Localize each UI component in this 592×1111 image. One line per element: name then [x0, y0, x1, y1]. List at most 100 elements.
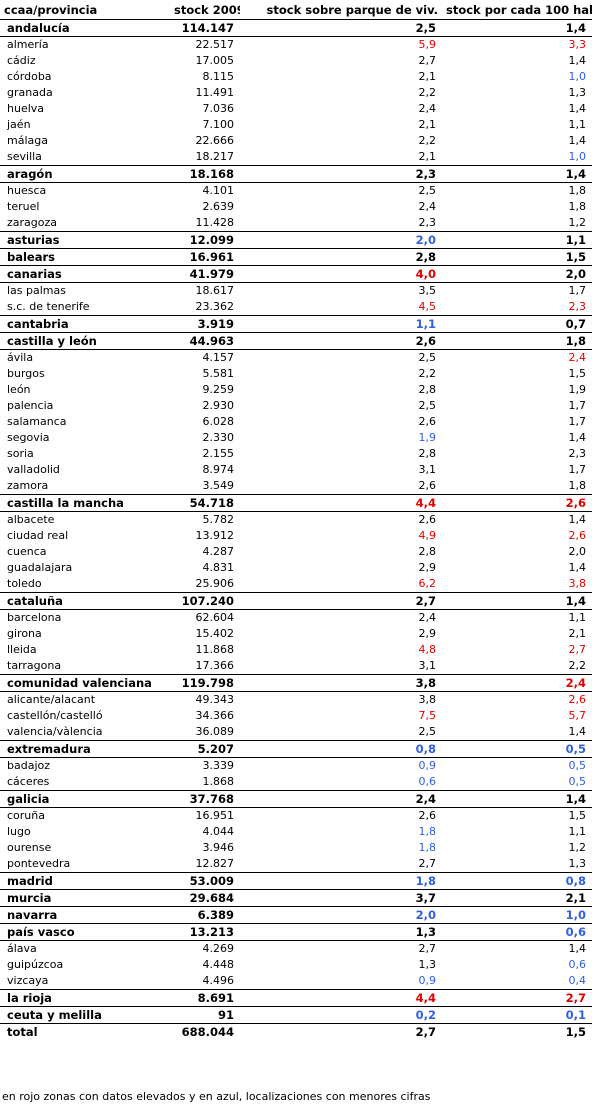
cell-name: burgos: [7, 367, 45, 380]
cell-name: canarias: [0, 265, 170, 283]
cell-stock-hab: 3,8: [568, 577, 587, 590]
cell-name: huelva: [7, 102, 45, 115]
cell-stock-parque: 0,8: [240, 740, 442, 758]
cell-stock-hab: 3,3: [568, 38, 587, 51]
province-row: s.c. de tenerife 23.362 4,5 2,3: [0, 299, 592, 316]
cell-stock: 41.979: [170, 265, 240, 283]
province-row: soria 2.155 2,8 2,3: [0, 446, 592, 462]
cell-name: ourense: [7, 841, 52, 854]
province-row: segovia 2.330 1,9 1,4: [0, 430, 592, 446]
cell-stock-parque: 1,9: [418, 431, 437, 444]
cell-stock: 49.343: [195, 693, 235, 706]
region-row: extremadura 5.207 0,8 0,5: [0, 740, 592, 758]
cell-name: murcia: [0, 889, 170, 907]
region-row: cataluña 107.240 2,7 1,4: [0, 592, 592, 610]
cell-name: balears: [0, 248, 170, 266]
cell-name: guadalajara: [7, 561, 73, 574]
cell-name: asturias: [0, 231, 170, 249]
cell-stock-parque: 1,1: [240, 315, 442, 333]
cell-stock-parque: 2,9: [418, 561, 437, 574]
cell-stock: 5.581: [202, 367, 235, 380]
cell-stock-hab: 1,3: [568, 857, 587, 870]
region-row: castilla y león 44.963 2,6 1,8: [0, 332, 592, 350]
cell-stock-parque: 2,9: [418, 627, 437, 640]
province-row: las palmas 18.617 3,5 1,7: [0, 283, 592, 300]
cell-stock: 7.036: [202, 102, 235, 115]
cell-stock-parque: 1,8: [418, 841, 437, 854]
province-row: cádiz 17.005 2,7 1,4: [0, 53, 592, 69]
cell-stock-parque: 0,9: [418, 974, 437, 987]
cell-stock-hab: 1,0: [568, 70, 587, 83]
cell-stock-hab: 1,7: [568, 415, 587, 428]
cell-stock-parque: 2,7: [418, 54, 437, 67]
cell-stock: 11.428: [195, 216, 235, 229]
cell-stock-hab: 1,7: [568, 463, 587, 476]
province-row: zaragoza 11.428 2,3 1,2: [0, 215, 592, 232]
province-row: tarragona 17.366 3,1 2,2: [0, 658, 592, 675]
province-row: jaén 7.100 2,1 1,1: [0, 117, 592, 133]
cell-stock-hab: 1,7: [568, 399, 587, 412]
cell-stock: 6.389: [170, 906, 240, 924]
cell-stock-parque: 4,8: [418, 643, 437, 656]
province-row: salamanca 6.028 2,6 1,7: [0, 414, 592, 430]
header-row: ccaa/provincia stock 2009 stock sobre pa…: [0, 0, 592, 20]
cell-stock-parque: 2,5: [418, 725, 437, 738]
cell-stock-hab: 1,2: [568, 216, 587, 229]
cell-name: extremadura: [0, 740, 170, 758]
cell-stock: 17.366: [195, 659, 235, 672]
province-row: cáceres 1.868 0,6 0,5: [0, 774, 592, 791]
cell-stock-parque: 2,6: [418, 479, 437, 492]
cell-stock: 3.946: [202, 841, 235, 854]
cell-name: barcelona: [7, 611, 62, 624]
cell-name: girona: [7, 627, 42, 640]
region-row: la rioja 8.691 4,4 2,7: [0, 989, 592, 1007]
cell-name: león: [7, 383, 31, 396]
province-row: badajoz 3.339 0,9 0,5: [0, 758, 592, 775]
province-row: guipúzcoa 4.448 1,3 0,6: [0, 957, 592, 973]
table-body: andalucía 114.147 2,5 1,4 almería 22.517 5,9 3,…: [0, 19, 592, 1040]
cell-name: almería: [7, 38, 49, 51]
cell-stock: 36.089: [195, 725, 235, 738]
province-row: lleida 11.868 4,8 2,7: [0, 642, 592, 658]
cell-stock-parque: 3,8: [240, 674, 442, 692]
cell-stock-hab: 1,0: [568, 150, 587, 163]
cell-stock-parque: 1,3: [418, 958, 437, 971]
cell-stock-parque: 2,6: [240, 332, 442, 350]
cell-stock-parque: 2,0: [240, 231, 442, 249]
cell-stock-parque: 4,5: [418, 300, 437, 313]
cell-stock-hab: 1,4: [442, 19, 592, 37]
cell-stock: 2.639: [202, 200, 235, 213]
cell-stock-hab: 1,4: [568, 431, 587, 444]
cell-stock-parque: 4,4: [240, 494, 442, 512]
province-row: málaga 22.666 2,2 1,4: [0, 133, 592, 149]
region-row: galicia 37.768 2,4 1,4: [0, 790, 592, 808]
cell-stock-hab: 1,4: [568, 134, 587, 147]
cell-name: andalucía: [0, 19, 170, 37]
cell-stock: 4.831: [202, 561, 235, 574]
cell-stock-hab: 1,8: [442, 332, 592, 350]
province-row: coruña 16.951 2,6 1,5: [0, 808, 592, 825]
cell-name: cataluña: [0, 592, 170, 610]
cell-stock-parque: 2,6: [418, 513, 437, 526]
region-row: murcia 29.684 3,7 2,1: [0, 889, 592, 907]
cell-stock-parque: 2,1: [418, 150, 437, 163]
cell-stock: 25.906: [195, 577, 235, 590]
cell-name: vizcaya: [7, 974, 49, 987]
cell-stock: 5.207: [170, 740, 240, 758]
province-row: álava 4.269 2,7 1,4: [0, 941, 592, 958]
cell-stock: 2.155: [202, 447, 235, 460]
cell-stock: 16.961: [170, 248, 240, 266]
cell-stock: 5.782: [202, 513, 235, 526]
cell-stock-parque: 2,8: [418, 383, 437, 396]
cell-stock-parque: 2,5: [418, 351, 437, 364]
region-row: ceuta y melilla 91 0,2 0,1: [0, 1006, 592, 1024]
cell-name: granada: [7, 86, 53, 99]
cell-stock-hab: 1,4: [442, 592, 592, 610]
header-region: ccaa/provincia: [0, 0, 170, 20]
cell-name: lleida: [7, 643, 37, 656]
cell-stock: 3.919: [170, 315, 240, 333]
cell-stock: 62.604: [195, 611, 235, 624]
province-row: cuenca 4.287 2,8 2,0: [0, 544, 592, 560]
province-row: almería 22.517 5,9 3,3: [0, 37, 592, 54]
region-row: asturias 12.099 2,0 1,1: [0, 231, 592, 249]
